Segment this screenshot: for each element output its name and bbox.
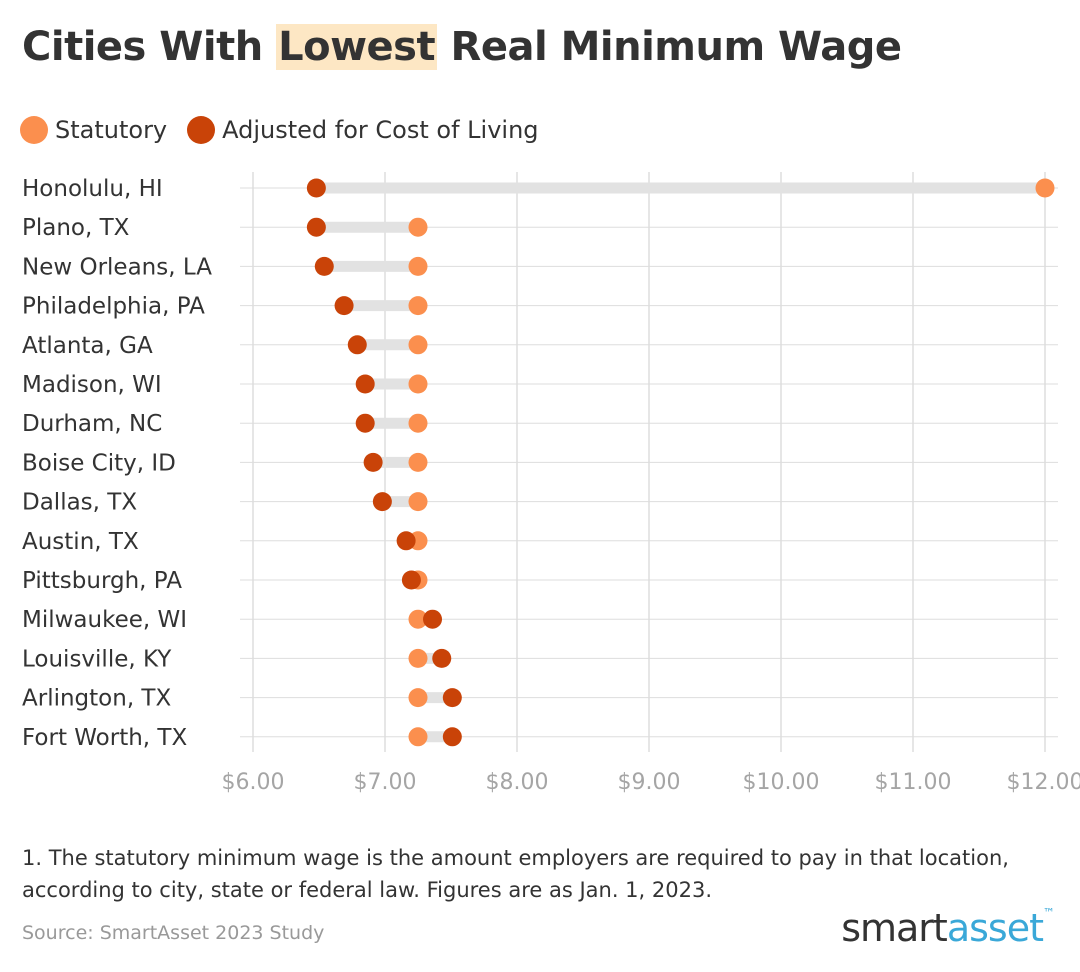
statutory-point	[408, 688, 428, 708]
legend-label-adjusted: Adjusted for Cost of Living	[222, 116, 539, 144]
category-label: Madison, WI	[22, 372, 162, 398]
category-label: Pittsburgh, PA	[22, 568, 182, 594]
statutory-point	[408, 217, 428, 237]
adjusted-point	[396, 531, 416, 551]
x-tick-label: $11.00	[875, 770, 952, 795]
footnote: 1. The statutory minimum wage is the amo…	[22, 846, 1009, 902]
adjusted-point	[372, 492, 392, 512]
category-label: Boise City, ID	[22, 450, 176, 476]
category-label: Durham, NC	[22, 411, 162, 437]
legend: Statutory Adjusted for Cost of Living	[20, 116, 559, 144]
dumbbell-chart: $6.00 $7.00 $8.00 $9.00 $10.00 $11.00 $12.00 Ho…	[22, 172, 1080, 795]
statutory-swatch	[20, 116, 48, 144]
adjusted-point	[401, 570, 421, 590]
x-tick-label: $8.00	[486, 770, 549, 795]
x-tick-label: $10.00	[743, 770, 820, 795]
statutory-point	[408, 413, 428, 433]
category-label: Louisville, KY	[22, 646, 172, 672]
legend-item-adjusted: Adjusted for Cost of Living	[187, 116, 539, 144]
adjusted-point	[306, 217, 326, 237]
statutory-point	[408, 374, 428, 394]
legend-label-statutory: Statutory	[55, 116, 168, 144]
adjusted-point	[423, 609, 443, 629]
title-end: Real Minimum Wage	[437, 24, 902, 70]
category-label: Dallas, TX	[22, 490, 137, 516]
smartasset-logo: smartasset™	[841, 906, 1055, 950]
x-tick-label: $7.00	[354, 770, 417, 795]
category-label: Plano, TX	[22, 215, 130, 241]
x-tick-label: $6.00	[222, 770, 285, 795]
adjusted-point	[314, 256, 334, 276]
statutory-point	[408, 648, 428, 668]
category-label: Milwaukee, WI	[22, 607, 187, 633]
title-start: Cities With	[22, 24, 277, 70]
x-tick-label: $12.00	[1007, 770, 1080, 795]
category-label: Arlington, TX	[22, 686, 171, 712]
statutory-point	[408, 335, 428, 355]
category-label: Honolulu, HI	[22, 176, 163, 202]
category-label: New Orleans, LA	[22, 254, 212, 280]
adjusted-point	[442, 688, 462, 708]
adjusted-point	[355, 374, 375, 394]
category-label: Philadelphia, PA	[22, 294, 205, 320]
statutory-point	[408, 256, 428, 276]
chart-title: Cities With Lowest Real Minimum Wage	[22, 24, 902, 70]
statutory-point	[1035, 178, 1055, 198]
x-tick-label: $9.00	[618, 770, 681, 795]
source-note: Source: SmartAsset 2023 Study	[22, 922, 325, 944]
adjusted-point	[355, 413, 375, 433]
logo-trademark: ™	[1043, 906, 1055, 920]
statutory-point	[408, 492, 428, 512]
statutory-point	[408, 452, 428, 472]
statutory-point	[408, 609, 428, 629]
adjusted-swatch	[187, 116, 216, 144]
adjusted-point	[363, 452, 383, 472]
adjusted-point	[334, 296, 354, 316]
legend-item-statutory: Statutory	[20, 116, 167, 144]
logo-smart: smart	[841, 906, 948, 950]
statutory-point	[408, 296, 428, 316]
category-label: Atlanta, GA	[22, 333, 153, 359]
adjusted-point	[347, 335, 367, 355]
category-label: Austin, TX	[22, 529, 139, 555]
title-highlight: Lowest	[276, 24, 438, 70]
adjusted-point	[306, 178, 326, 198]
category-label: Fort Worth, TX	[22, 725, 187, 751]
adjusted-point	[432, 648, 452, 668]
statutory-point	[408, 727, 428, 747]
adjusted-point	[442, 727, 462, 747]
logo-asset: asset	[946, 906, 1044, 950]
